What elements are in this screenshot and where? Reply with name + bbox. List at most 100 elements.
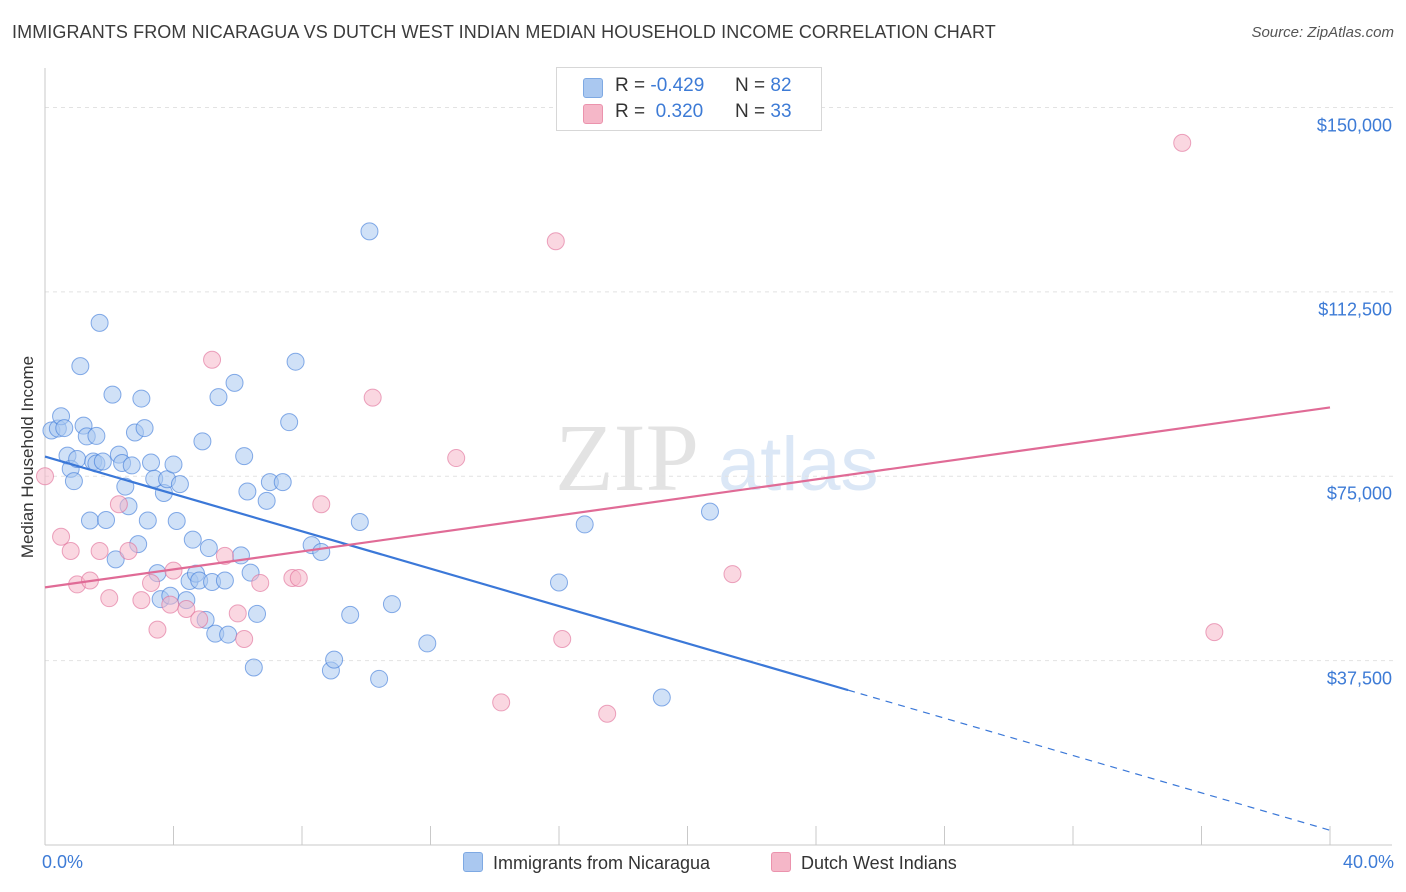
x-tick-max: 40.0% <box>1342 852 1394 872</box>
data-point-nicaragua <box>370 669 389 688</box>
chart-title: IMMIGRANTS FROM NICARAGUA VS DUTCH WEST … <box>12 22 996 42</box>
data-point-dutch-west-indians <box>598 704 617 723</box>
data-point-nicaragua <box>87 426 106 445</box>
data-point-dutch-west-indians <box>546 232 565 251</box>
data-point-dutch-west-indians <box>215 546 234 565</box>
data-point-nicaragua <box>116 477 135 496</box>
data-point-nicaragua <box>286 352 305 371</box>
data-point-nicaragua <box>341 605 360 624</box>
data-point-dutch-west-indians <box>119 541 138 560</box>
y-tick-label: $112,500 <box>1318 299 1392 320</box>
data-point-dutch-west-indians <box>553 629 572 648</box>
data-point-nicaragua <box>360 222 379 241</box>
data-point-nicaragua <box>325 650 344 669</box>
data-point-nicaragua <box>164 455 183 474</box>
trend-line-nicaragua-extrapolated <box>847 689 1331 831</box>
axes <box>44 68 1392 846</box>
data-point-dutch-west-indians <box>447 449 466 468</box>
data-point-nicaragua <box>418 634 437 653</box>
data-point-nicaragua <box>312 542 331 561</box>
data-point-nicaragua <box>280 413 299 432</box>
data-point-dutch-west-indians <box>228 604 247 623</box>
correlation-legend: R = -0.429 N = 82 R = 0.320 N = 33 <box>556 67 822 131</box>
data-point-nicaragua <box>64 472 83 491</box>
data-point-nicaragua <box>575 515 594 534</box>
watermark-zip: ZIP <box>555 404 699 511</box>
data-point-nicaragua <box>122 456 141 475</box>
data-point-nicaragua <box>93 452 112 471</box>
legend-n-label: N = <box>735 101 766 122</box>
bottom-legend-nicaragua: Immigrants from Nicaragua <box>463 852 710 874</box>
legend-label-dutch-west-indians: Dutch West Indians <box>801 853 957 873</box>
data-point-nicaragua <box>652 688 671 707</box>
legend-r-value-nicaragua: -0.429 <box>650 75 705 96</box>
data-point-nicaragua <box>170 475 189 494</box>
legend-swatch-dutch-west-indians <box>583 104 603 124</box>
data-point-nicaragua <box>135 419 154 438</box>
legend-row-dutch-west-indians: R = 0.320 N = 33 <box>557 100 821 126</box>
data-point-dutch-west-indians <box>312 495 331 514</box>
data-point-nicaragua <box>97 511 116 530</box>
data-point-dutch-west-indians <box>100 589 119 608</box>
data-point-nicaragua <box>132 389 151 408</box>
data-point-dutch-west-indians <box>251 573 270 592</box>
data-point-dutch-west-indians <box>289 569 308 588</box>
data-point-dutch-west-indians <box>177 600 196 618</box>
data-point-dutch-west-indians <box>723 565 742 584</box>
data-point-dutch-west-indians <box>190 610 209 629</box>
trend-lines <box>44 406 1331 831</box>
data-point-dutch-west-indians <box>492 693 511 712</box>
data-point-dutch-west-indians <box>132 591 151 610</box>
data-point-nicaragua <box>700 502 719 521</box>
y-tick-label: $75,000 <box>1326 483 1392 504</box>
data-point-nicaragua <box>142 453 161 472</box>
legend-n-value-nicaragua: 82 <box>770 75 792 96</box>
series-dutch-west-indians-points <box>36 133 1224 723</box>
data-point-dutch-west-indians <box>61 541 80 560</box>
legend-r-label: R = <box>615 101 646 122</box>
data-point-nicaragua <box>235 447 254 466</box>
legend-swatch-nicaragua <box>463 852 483 872</box>
data-point-nicaragua <box>183 530 202 549</box>
data-point-nicaragua <box>80 511 99 530</box>
data-point-nicaragua <box>248 604 267 623</box>
trend-line-dutch-west-indians <box>44 406 1331 589</box>
chart-source: Source: ZipAtlas.com <box>1251 24 1394 41</box>
data-point-dutch-west-indians <box>363 388 382 407</box>
data-point-nicaragua <box>193 432 212 451</box>
legend-swatch-nicaragua <box>583 78 603 98</box>
data-point-nicaragua <box>106 550 125 569</box>
data-point-nicaragua <box>215 571 234 590</box>
data-point-nicaragua <box>199 539 218 558</box>
data-point-dutch-west-indians <box>90 541 109 560</box>
data-point-nicaragua <box>382 595 401 614</box>
legend-label-nicaragua: Immigrants from Nicaragua <box>493 853 711 873</box>
data-point-dutch-west-indians <box>142 573 161 592</box>
y-tick-label: $37,500 <box>1326 668 1392 689</box>
data-point-nicaragua <box>138 511 157 530</box>
legend-r-label: R = <box>615 75 646 96</box>
data-point-dutch-west-indians <box>161 595 180 614</box>
data-point-dutch-west-indians <box>235 629 254 648</box>
trend-line-nicaragua <box>44 455 849 692</box>
data-point-dutch-west-indians <box>1173 133 1192 152</box>
data-point-nicaragua <box>209 388 228 407</box>
data-point-nicaragua <box>55 419 74 438</box>
data-point-nicaragua <box>350 512 369 531</box>
legend-r-value-dutch-west-indians: 0.320 <box>650 101 704 122</box>
data-point-nicaragua <box>257 491 276 510</box>
watermark-atlas: atlas <box>718 422 879 507</box>
watermark: ZIP atlas <box>555 404 879 511</box>
data-point-nicaragua <box>273 473 292 492</box>
data-point-nicaragua <box>225 373 244 392</box>
data-point-dutch-west-indians <box>203 350 222 369</box>
data-point-nicaragua <box>238 482 257 501</box>
legend-n-value-dutch-west-indians: 33 <box>770 101 792 122</box>
data-point-nicaragua <box>103 385 122 404</box>
legend-swatch-dutch-west-indians <box>771 852 791 872</box>
bottom-legend-dutch-west-indians: Dutch West Indians <box>771 852 957 874</box>
data-point-nicaragua <box>71 357 90 376</box>
data-point-nicaragua <box>219 625 238 644</box>
x-tick-min: 0.0% <box>42 852 84 872</box>
